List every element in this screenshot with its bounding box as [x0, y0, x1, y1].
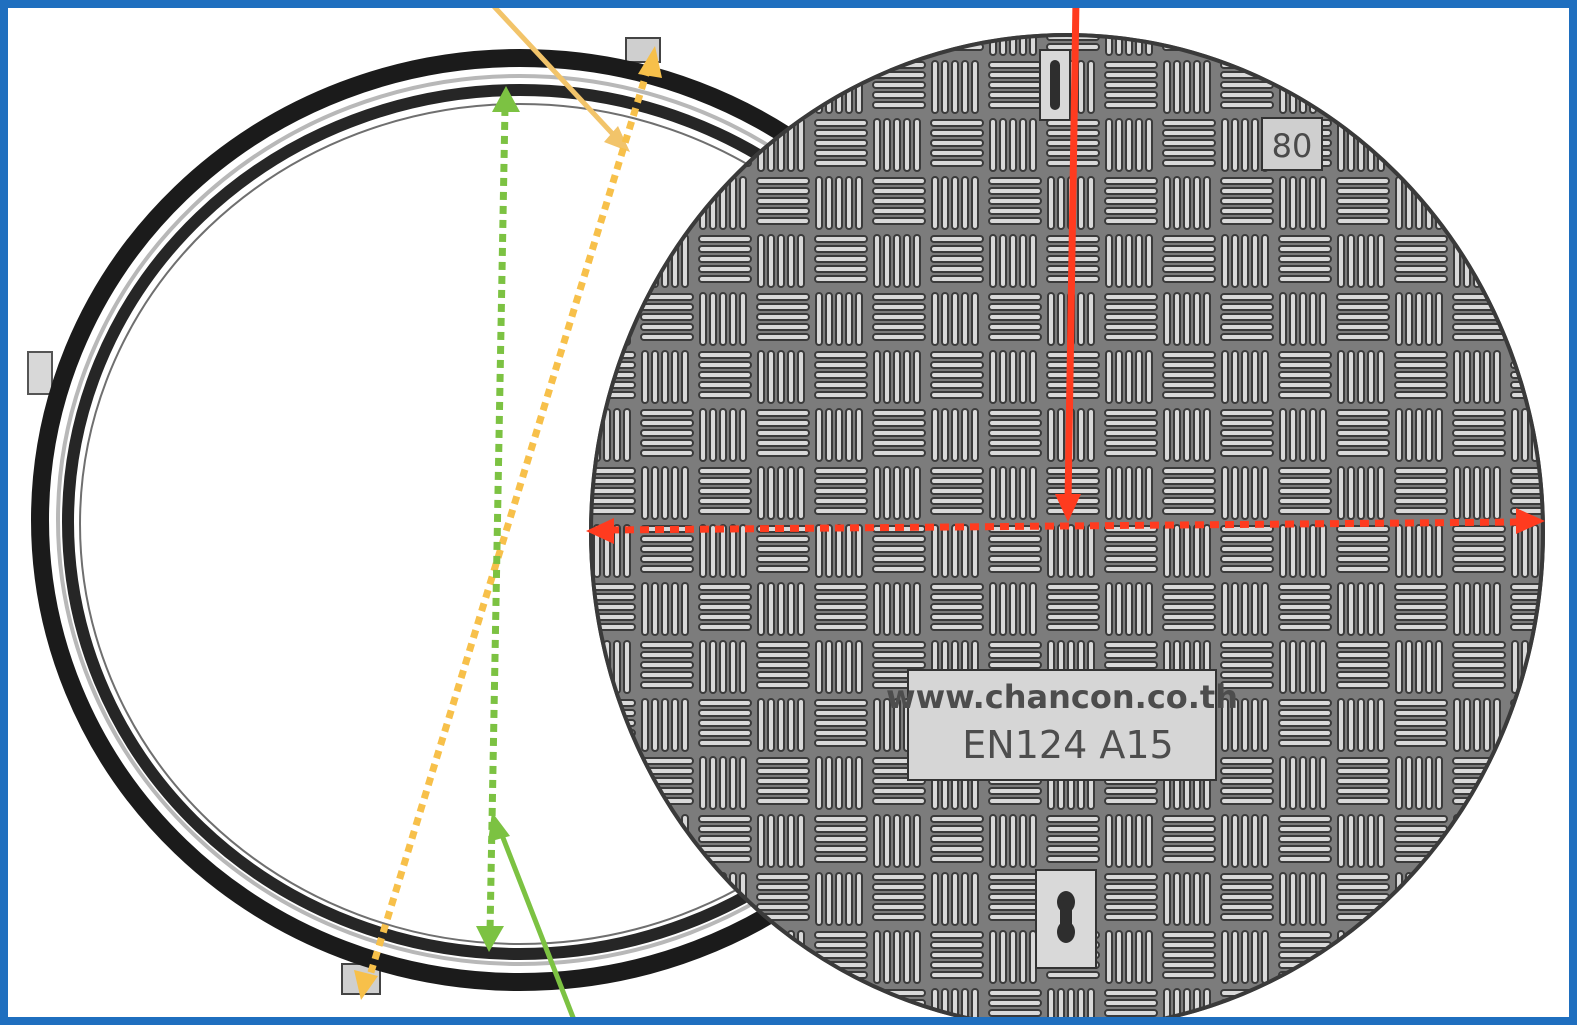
green-leader-line — [488, 812, 579, 1026]
yellow-leader-line — [486, 0, 630, 152]
cover-text-plate — [907, 669, 1217, 781]
cover-url-text: www.chancon.co.th — [886, 678, 1238, 716]
frame-lug-left — [27, 351, 53, 395]
yellow-dimension-arrow — [354, 46, 662, 1000]
green-dimension-arrow — [476, 86, 520, 952]
manhole-cover: 80 www.chancon.co.th EN124 A15 — [589, 33, 1545, 1029]
red-dimension-arrow — [586, 508, 1545, 544]
cover-badge-text: 80 — [1272, 127, 1313, 165]
red-leader-line — [1055, 0, 1081, 522]
cover-badge-plate — [1261, 117, 1323, 171]
cover-rating-text: EN124 A15 — [962, 723, 1173, 767]
